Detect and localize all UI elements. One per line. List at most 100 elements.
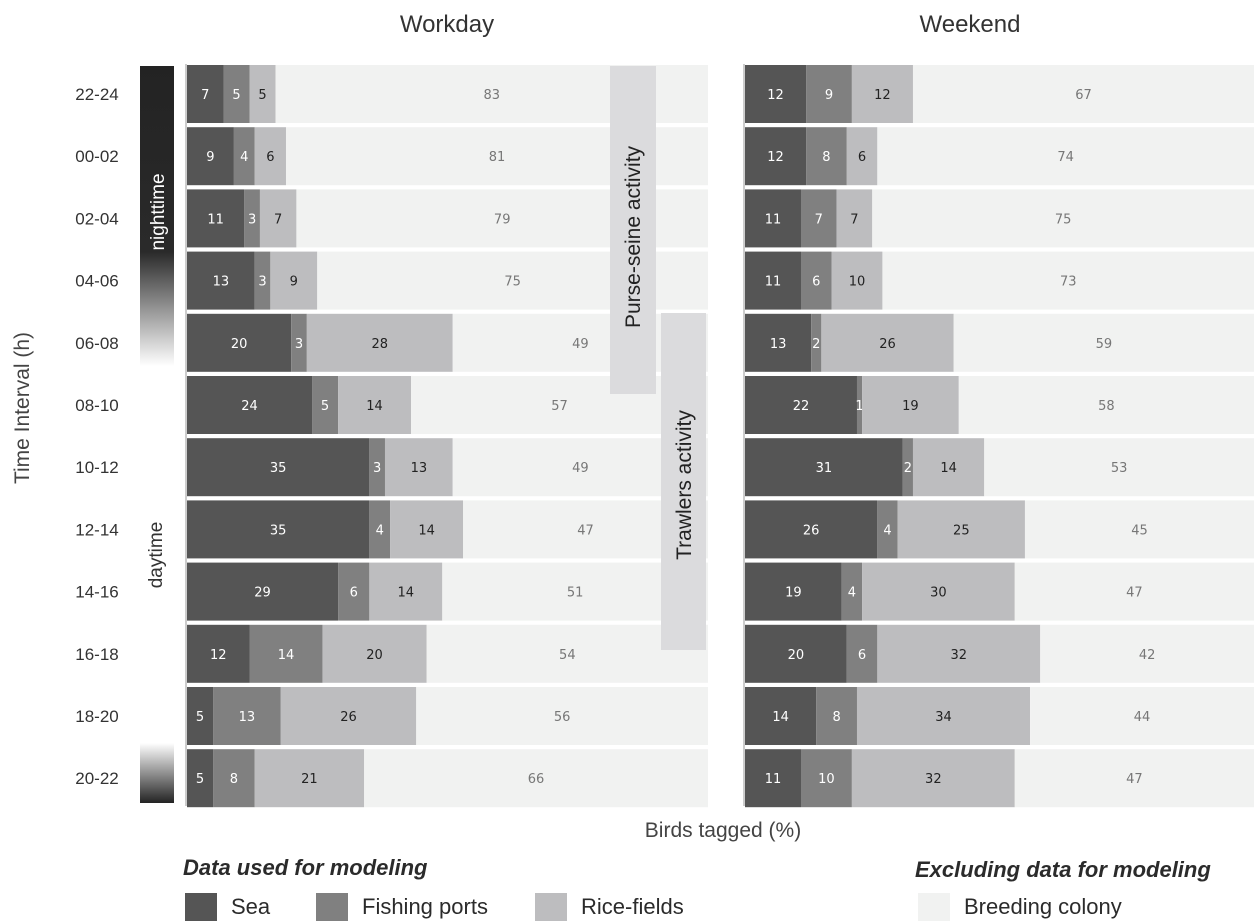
legend-swatch-fishing-ports xyxy=(316,893,348,921)
data-label-sea: 12 xyxy=(210,648,227,663)
bar-segment-fishing-ports xyxy=(856,376,863,434)
data-label-rice-fields: 10 xyxy=(849,275,866,290)
data-label-sea: 20 xyxy=(788,648,805,663)
data-label-fishing-ports: 8 xyxy=(822,150,830,165)
bar-segment-breeding-colony xyxy=(984,438,1254,497)
data-label-sea: 11 xyxy=(765,275,782,290)
data-label-breeding-colony: 75 xyxy=(504,275,521,290)
bar-segment-sea xyxy=(187,127,234,186)
y-tick-label: 22-24 xyxy=(75,85,118,104)
legend-item-fishing-ports: Fishing ports xyxy=(316,893,488,921)
data-label-fishing-ports: 4 xyxy=(376,523,384,538)
data-label-rice-fields: 30 xyxy=(930,586,947,601)
bar-segment-fishing-ports xyxy=(369,438,385,497)
bar-segment-rice-fields xyxy=(877,624,1041,683)
bar-segment-breeding-colony xyxy=(912,65,1254,123)
bar-segment-rice-fields xyxy=(831,251,883,310)
data-label-sea: 35 xyxy=(270,523,287,538)
data-label-fishing-ports: 9 xyxy=(825,88,833,103)
y-tick-labels: 22-24 00-02 02-04 04-06 06-08 08-10 10-12 12-14… xyxy=(75,85,118,788)
bar-segment-fishing-ports xyxy=(312,376,339,434)
bar-segment-fishing-ports xyxy=(846,624,878,683)
bar-segment-rice-fields xyxy=(912,438,985,497)
legend-swatch-breeding-colony xyxy=(918,893,950,921)
data-label-breeding-colony: 83 xyxy=(484,88,501,103)
data-label-sea: 11 xyxy=(207,212,224,227)
y-tick-label: 18-20 xyxy=(75,707,118,726)
data-label-fishing-ports: 1 xyxy=(855,399,863,414)
data-label-rice-fields: 14 xyxy=(398,586,415,601)
data-label-fishing-ports: 3 xyxy=(258,275,266,290)
data-label-rice-fields: 12 xyxy=(874,88,891,103)
bar-segment-rice-fields xyxy=(851,65,913,123)
data-label-rice-fields: 14 xyxy=(940,461,957,476)
bar-segment-rice-fields xyxy=(259,189,297,248)
data-label-breeding-colony: 47 xyxy=(1126,772,1143,787)
bar-segment-rice-fields xyxy=(862,376,959,434)
data-label-rice-fields: 13 xyxy=(411,461,428,476)
x-axis-label: Birds tagged (%) xyxy=(645,819,801,842)
bar-segment-rice-fields xyxy=(270,251,318,310)
data-label-breeding-colony: 57 xyxy=(551,399,568,414)
bar-segment-fishing-ports xyxy=(254,251,271,310)
bar-segment-fishing-ports xyxy=(369,500,391,559)
bar-segment-fishing-ports xyxy=(233,127,255,186)
bar-segment-rice-fields xyxy=(821,313,954,372)
data-label-breeding-colony: 45 xyxy=(1131,523,1148,538)
bar-segment-sea xyxy=(745,500,878,559)
data-label-sea: 22 xyxy=(793,399,810,414)
bar-segment-breeding-colony xyxy=(416,687,708,745)
bar-segment-sea xyxy=(187,562,339,621)
data-label-sea: 24 xyxy=(241,399,258,414)
data-label-breeding-colony: 49 xyxy=(572,337,589,352)
data-label-fishing-ports: 2 xyxy=(904,461,912,476)
data-label-sea: 14 xyxy=(772,710,789,725)
panel-title-weekend: Weekend xyxy=(920,11,1021,38)
y-tick-label: 10-12 xyxy=(75,458,118,477)
data-label-fishing-ports: 10 xyxy=(818,772,835,787)
purse-seine-activity-label: Purse-seine activity xyxy=(622,145,645,328)
trawlers-activity-label: Trawlers activity xyxy=(673,410,696,560)
bar-segment-breeding-colony xyxy=(1040,624,1254,683)
y-tick-label: 06-08 xyxy=(75,334,118,353)
bar-segment-rice-fields xyxy=(322,624,427,683)
data-label-sea: 11 xyxy=(765,772,782,787)
bar-segment-breeding-colony xyxy=(364,749,708,808)
data-label-fishing-ports: 8 xyxy=(832,710,840,725)
bar-segment-sea xyxy=(187,313,292,372)
data-label-sea: 13 xyxy=(770,337,787,352)
y-tick-label: 08-10 xyxy=(75,396,118,415)
data-label-rice-fields: 26 xyxy=(879,337,896,352)
trawlers-activity-band xyxy=(661,313,706,650)
data-label-rice-fields: 19 xyxy=(902,399,919,414)
bar-segment-breeding-colony xyxy=(958,376,1254,434)
bar-segment-rice-fields xyxy=(384,438,453,497)
bar-segment-sea xyxy=(745,251,801,310)
bar-segment-fishing-ports xyxy=(338,562,370,621)
data-label-fishing-ports: 7 xyxy=(815,212,823,227)
data-label-sea: 29 xyxy=(254,586,271,601)
bar-segment-breeding-colony xyxy=(953,313,1254,372)
bar-segment-breeding-colony xyxy=(872,189,1254,248)
bar-segment-breeding-colony xyxy=(1014,562,1254,621)
legend-item-breeding-colony: Breeding colony xyxy=(918,893,1122,921)
data-label-rice-fields: 14 xyxy=(366,399,383,414)
legend-swatch-rice-fields xyxy=(535,893,567,921)
bar-segment-fishing-ports xyxy=(244,189,260,248)
bar-segment-fishing-ports xyxy=(816,687,857,745)
bar-segment-sea xyxy=(745,313,812,372)
data-label-rice-fields: 14 xyxy=(418,523,435,538)
bar-segment-sea xyxy=(187,251,255,310)
legend-excluded-heading: Excluding data for modeling xyxy=(915,857,1211,882)
bar-segment-sea xyxy=(745,65,807,123)
data-label-fishing-ports: 5 xyxy=(321,399,329,414)
data-label-breeding-colony: 56 xyxy=(554,710,571,725)
y-tick-label: 04-06 xyxy=(75,272,118,291)
bar-segment-rice-fields xyxy=(254,749,365,808)
data-label-fishing-ports: 13 xyxy=(239,710,256,725)
legend-used-heading: Data used for modeling xyxy=(183,855,428,880)
bar-segment-breeding-colony xyxy=(1014,749,1254,808)
data-label-breeding-colony: 47 xyxy=(577,523,594,538)
data-label-breeding-colony: 58 xyxy=(1098,399,1115,414)
data-label-fishing-ports: 4 xyxy=(240,150,248,165)
